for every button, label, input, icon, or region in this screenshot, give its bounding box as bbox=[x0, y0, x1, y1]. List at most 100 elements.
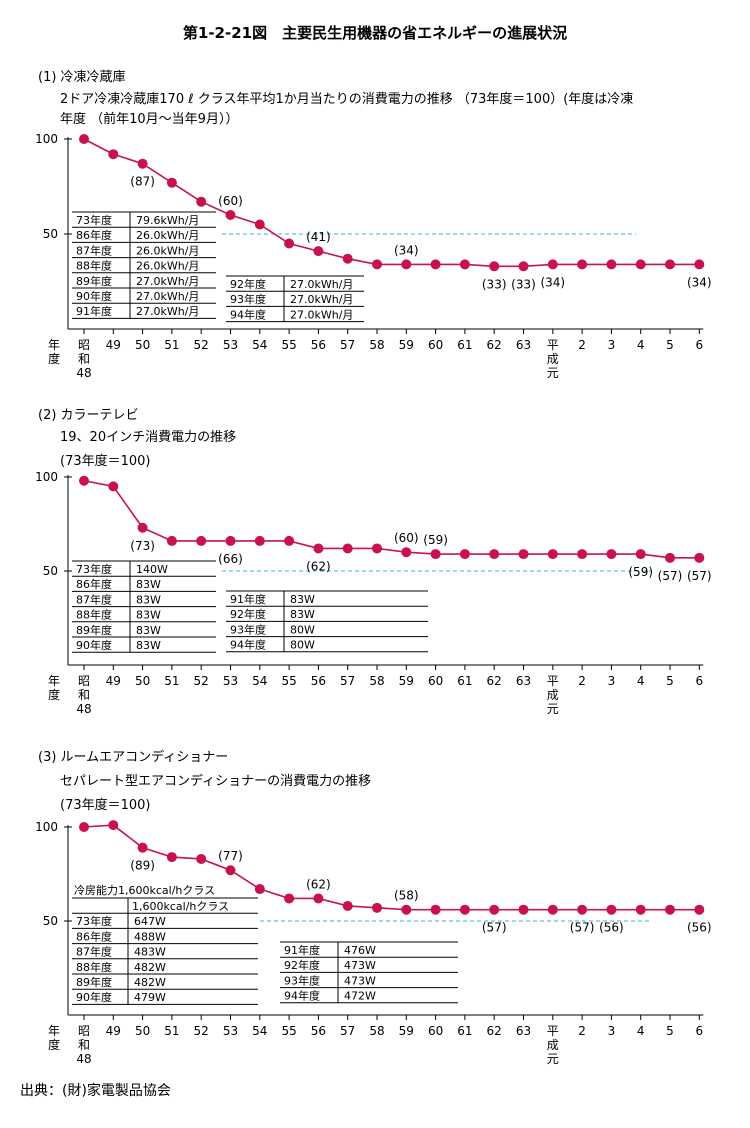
panel2-x-tick-label: 51 bbox=[164, 674, 179, 688]
panel3-data-point bbox=[342, 900, 353, 911]
panel1-x-tick-label: 和 bbox=[78, 352, 90, 366]
table-cell-value: 482W bbox=[134, 976, 166, 989]
table-cell-year: 87年度 bbox=[76, 592, 112, 606]
panel3-data-point bbox=[577, 904, 588, 915]
panel1-x-tick-label: 57 bbox=[340, 338, 355, 352]
panel2-x-tick-label: 61 bbox=[457, 674, 472, 688]
panel3-x-tick-label: 2 bbox=[578, 1024, 586, 1038]
panel2-data-label: (59) bbox=[423, 533, 448, 547]
panel1-data-label: (87) bbox=[130, 175, 155, 189]
panel3-data-point bbox=[108, 820, 119, 831]
panel2-data-point bbox=[284, 535, 295, 546]
panel3-x-tick-label: 元 bbox=[547, 1052, 559, 1066]
panel2-data-point bbox=[606, 549, 617, 560]
panel2-data-point bbox=[518, 549, 529, 560]
panel1-data-point bbox=[489, 261, 500, 272]
panel1-data-point bbox=[284, 238, 295, 249]
table-cell-year: 92年度 bbox=[230, 277, 266, 291]
panel1-data-label: (34) bbox=[394, 243, 419, 257]
panel1-x-tick-label: 56 bbox=[311, 338, 326, 352]
panel2-year-label: 度 bbox=[48, 687, 60, 702]
panel2-x-tick-label: 63 bbox=[516, 674, 531, 688]
table-cell-value: 83W bbox=[136, 639, 161, 652]
panel2-data-point bbox=[547, 549, 558, 560]
panel2-left-table: 73年度 140W 86年度 83W 87年度 83W 88年度 83W 89年度 83W 90年度… bbox=[72, 560, 216, 653]
panel3-x-tick-label: 4 bbox=[637, 1024, 645, 1038]
panel3-x-tick-label: 60 bbox=[428, 1024, 443, 1038]
panel3-x-tick-label: 62 bbox=[487, 1024, 502, 1038]
panel3-x-tick-label: 53 bbox=[223, 1024, 238, 1038]
panel3-data-label: (56) bbox=[687, 921, 712, 935]
panel2-data-point bbox=[694, 552, 705, 563]
panel3-right-table: 91年度 476W 92年度 473W 93年度 473W 94年度 472W bbox=[280, 941, 458, 1004]
table-cell-value: 472W bbox=[344, 990, 376, 1003]
table-cell-year: 88年度 bbox=[76, 608, 112, 622]
panel2-data-label: (66) bbox=[218, 552, 243, 566]
table-cell-value: 647W bbox=[134, 915, 166, 928]
panel3-data-label: (56) bbox=[599, 921, 624, 935]
panel2-x-tick-label: 昭 bbox=[78, 674, 90, 688]
table-cell-value: 83W bbox=[136, 624, 161, 637]
figure-title: 第1-2-21図 主要民生用機器の省エネルギーの進展状況 bbox=[182, 24, 568, 42]
panel2-x-tick-label: 60 bbox=[428, 674, 443, 688]
table-cell-value: 80W bbox=[290, 623, 315, 636]
panel2-data-point bbox=[137, 522, 148, 533]
panel1-x-tick-label: 52 bbox=[194, 338, 209, 352]
panel1-data-point bbox=[137, 158, 148, 169]
panel2-x-tick-label: 2 bbox=[578, 674, 586, 688]
panel1-year-label: 年 bbox=[48, 338, 60, 352]
table-cell-value: 27.0kWh/月 bbox=[136, 290, 199, 303]
table-cell-year: 93年度 bbox=[284, 973, 320, 987]
table-cell-value: 83W bbox=[136, 593, 161, 606]
panel1-data-point bbox=[577, 259, 588, 270]
panel3-data-point bbox=[459, 904, 470, 915]
panel3-data-label: (89) bbox=[130, 859, 155, 873]
panel2-x-tick-label: 和 bbox=[78, 688, 90, 702]
panel3-left-table: 冷房能力1,600kcal/hクラス 1,600kcal/hクラス 73年度 647W… bbox=[72, 883, 258, 1005]
table-cell-year: 94年度 bbox=[284, 989, 320, 1003]
panel3-table-header: 冷房能力1,600kcal/hクラス bbox=[74, 883, 215, 897]
panel2-x-tick-label: 57 bbox=[340, 674, 355, 688]
table-cell-value: 83W bbox=[136, 578, 161, 591]
panel2-data-point bbox=[430, 549, 441, 560]
panel2-data-point bbox=[459, 549, 470, 560]
panel3-data-point bbox=[254, 884, 265, 895]
panel1-series-line bbox=[83, 138, 700, 268]
table-cell-value: 26.0kWh/月 bbox=[136, 229, 199, 242]
panel1-x-tick-label: 59 bbox=[399, 338, 414, 352]
table-cell-year: 91年度 bbox=[230, 592, 266, 606]
panel1-data-label: (41) bbox=[306, 230, 331, 244]
table-cell-year: 90年度 bbox=[76, 289, 112, 303]
table-cell-value: 27.0kWh/月 bbox=[290, 293, 353, 306]
panel2-x-tick-label: 49 bbox=[106, 674, 121, 688]
table-cell-value: 476W bbox=[344, 944, 376, 957]
panel1-data-point bbox=[166, 177, 177, 188]
panel2-data-point bbox=[401, 547, 412, 558]
table-cell-year: 90年度 bbox=[76, 638, 112, 652]
panel2-subtitle2: (73年度＝100) bbox=[60, 454, 151, 469]
panel2-x-tick-label: 58 bbox=[369, 674, 384, 688]
panel2-label: (2) カラーテレビ bbox=[38, 408, 139, 423]
panel2-y-tick-label: 50 bbox=[43, 564, 58, 578]
panel3-y-tick-label: 100 bbox=[35, 820, 58, 834]
table-cell-year: 87年度 bbox=[76, 243, 112, 257]
table-cell-value: 80W bbox=[290, 639, 315, 652]
panel1-x-tick-label: 元 bbox=[547, 366, 559, 380]
panel1-x-tick-label: 53 bbox=[223, 338, 238, 352]
panel2-subtitle: 19、20インチ消費電力の推移 bbox=[60, 430, 237, 445]
table-cell-value: 473W bbox=[344, 959, 376, 972]
table-cell-year: 89年度 bbox=[76, 623, 112, 637]
panel2-x-tick-label: 53 bbox=[223, 674, 238, 688]
panel2-data-point bbox=[79, 475, 89, 486]
panel3-x-tick-label: 55 bbox=[281, 1024, 296, 1038]
panel2-x-tick-label: 54 bbox=[252, 674, 267, 688]
table-cell-value: 27.0kWh/月 bbox=[290, 278, 353, 291]
panel1-data-point bbox=[79, 134, 89, 144]
panel2-data-label: (60) bbox=[394, 531, 419, 545]
panel1-y-tick-label: 100 bbox=[35, 132, 58, 146]
panel3-x-tick-label: 61 bbox=[457, 1024, 472, 1038]
panel3-data-point bbox=[635, 904, 646, 915]
panel3-x-tick-label: 63 bbox=[516, 1024, 531, 1038]
panel3-y-tick-label: 50 bbox=[43, 914, 58, 928]
panel3-x-tick-label: 平 bbox=[547, 1024, 559, 1038]
